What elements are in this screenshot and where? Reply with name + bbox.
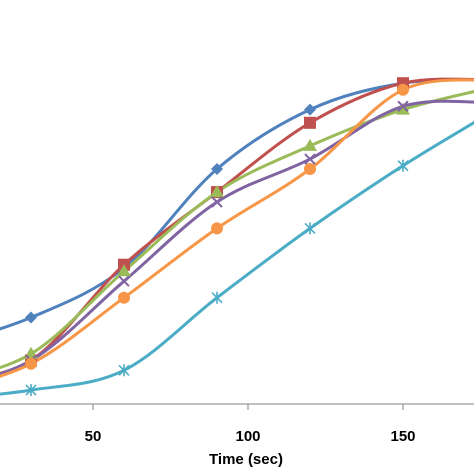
series-6-point-4: [211, 291, 223, 304]
series-5-point-6: [397, 83, 409, 96]
x-axis-ticks: 50 100 150: [85, 404, 416, 445]
series-1-line: [0, 78, 474, 331]
series-5-point-4: [211, 222, 223, 235]
x-tick-label: 50: [85, 428, 102, 445]
series-5-point-5: [304, 163, 316, 175]
series-1-point-4: [211, 163, 223, 175]
series-5-point-3: [118, 291, 130, 304]
x-tick-label: 100: [235, 428, 260, 445]
series-6-point-6: [397, 159, 409, 172]
series-1-point-2: [25, 311, 37, 324]
series-4-point-5: [304, 153, 316, 165]
series-4-point-4: [211, 196, 223, 208]
series-5-line: [0, 78, 474, 378]
series-4-line: [0, 99, 474, 376]
series-4-point-6: [397, 100, 409, 113]
series-5-point-2: [25, 357, 37, 370]
series-3-point-5: [303, 138, 317, 151]
series-6-point-2: [25, 384, 37, 397]
plot-area: [0, 77, 474, 397]
series-3-point-3: [117, 264, 131, 277]
series-3-point-6: [396, 102, 410, 115]
series-6-point-5: [304, 222, 316, 235]
series-6-point-3: [118, 364, 130, 377]
series-3-point-2: [24, 346, 38, 359]
series-2-point-5: [304, 116, 316, 129]
x-axis-title: Time (sec): [209, 451, 283, 468]
series-1-point-5: [304, 103, 316, 116]
series-3-point-4: [210, 185, 224, 198]
x-tick-label: 150: [390, 428, 415, 445]
series-4-point-3: [118, 275, 130, 287]
